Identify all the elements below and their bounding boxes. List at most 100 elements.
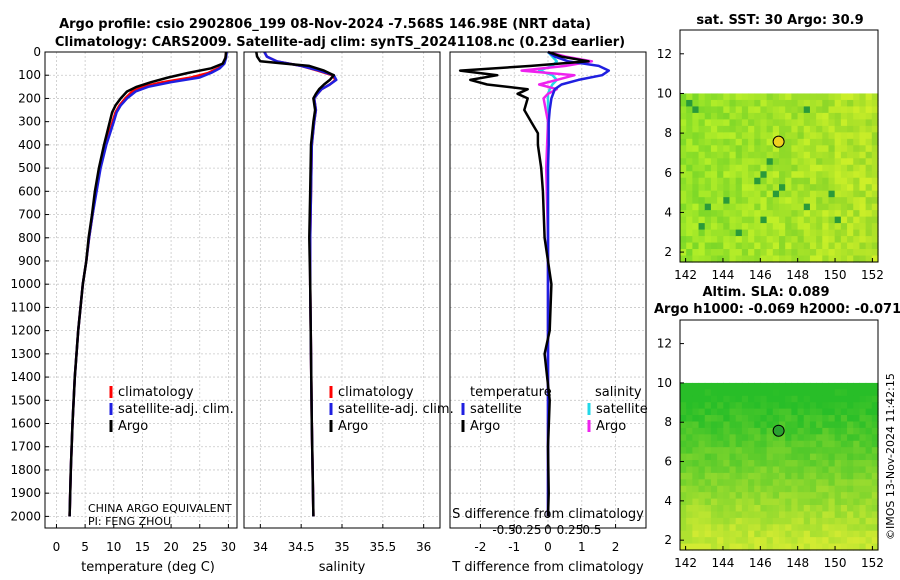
depth-tick-label: 1400	[10, 370, 41, 384]
heatmap-cell	[680, 138, 687, 146]
heatmap-cell	[779, 382, 786, 390]
heatmap-cell	[686, 389, 693, 397]
heatmap-cell	[692, 177, 700, 185]
heatmap-cell	[704, 460, 712, 468]
heatmap-cell	[680, 171, 687, 179]
heatmap-cell	[704, 138, 712, 146]
heatmap-cell	[865, 125, 873, 133]
heatmap-cell	[809, 171, 817, 179]
heatmap-cell	[723, 197, 731, 205]
heatmap-cell	[809, 530, 817, 538]
heatmap-cell	[816, 112, 823, 120]
heatmap-cell	[791, 389, 799, 397]
heatmap-cell	[834, 249, 842, 257]
heatmap-cell	[692, 421, 700, 429]
heatmap-cell	[797, 440, 805, 448]
heatmap-cell	[729, 249, 737, 257]
heatmap-cell	[847, 524, 854, 532]
heatmap-cell	[766, 427, 774, 435]
heatmap-cell	[797, 171, 805, 179]
heatmap-cell	[803, 511, 811, 519]
heatmap-cell	[704, 402, 712, 410]
heatmap-cell	[822, 530, 830, 538]
heatmap-cell	[748, 408, 755, 416]
heatmap-cell	[809, 427, 817, 435]
heatmap-cell	[791, 472, 799, 480]
heatmap-cell	[859, 524, 867, 532]
heatmap-cell	[704, 242, 712, 250]
heatmap-cell	[803, 492, 811, 500]
heatmap-cell	[828, 112, 836, 120]
heatmap-cell	[797, 517, 805, 525]
heatmap-cell	[723, 177, 731, 185]
heatmap-cell	[698, 177, 706, 185]
heatmap-cell	[840, 242, 848, 250]
heatmap-cell	[840, 197, 848, 205]
heatmap-cell	[692, 255, 700, 263]
heatmap-cell	[809, 145, 817, 153]
heatmap-cell	[785, 530, 792, 538]
heatmap-cell	[735, 453, 743, 461]
heatmap-cell	[723, 210, 731, 218]
heatmap-cell	[710, 382, 718, 390]
heatmap-cell	[785, 229, 792, 237]
heatmap-cell	[692, 524, 700, 532]
heatmap-cell	[717, 158, 724, 166]
heatmap-cell	[871, 517, 879, 525]
heatmap-cell	[809, 537, 817, 545]
heatmap-cell	[809, 236, 817, 244]
heatmap-cell	[871, 524, 879, 532]
heatmap-cell	[692, 466, 700, 474]
heatmap-cell	[834, 402, 842, 410]
heatmap-cell	[797, 498, 805, 506]
heatmap-cell	[710, 184, 718, 192]
heatmap-cell	[717, 132, 724, 140]
heatmap-cell	[741, 524, 749, 532]
heatmap-cell	[729, 255, 737, 263]
heatmap-cell	[840, 177, 848, 185]
heatmap-cell	[692, 145, 700, 153]
heatmap-cell	[723, 460, 731, 468]
heatmap-cell	[680, 99, 687, 108]
heatmap-cell	[834, 389, 842, 397]
heatmap-cell	[828, 99, 836, 108]
heatmap-cell	[853, 190, 861, 198]
heatmap-cell	[785, 171, 792, 179]
heatmap-cell	[797, 223, 805, 231]
heatmap-cell	[723, 382, 731, 390]
heatmap-cell	[766, 203, 774, 211]
heatmap-cell	[797, 466, 805, 474]
heatmap-cell	[680, 530, 687, 538]
heatmap-cell	[760, 472, 768, 480]
heatmap-cell	[698, 119, 706, 127]
heatmap-cell	[809, 517, 817, 525]
heatmap-cell	[865, 236, 873, 244]
heatmap-cell	[847, 466, 854, 474]
heatmap-cell	[797, 395, 805, 403]
heatmap-cell	[717, 453, 724, 461]
heatmap-cell	[710, 434, 718, 442]
s-tick-label: -0.25	[511, 523, 542, 537]
heatmap-cell	[816, 184, 823, 192]
heatmap-cell	[760, 460, 768, 468]
heatmap-cell	[828, 427, 836, 435]
heatmap-cell	[686, 453, 693, 461]
heatmap-cell	[760, 255, 768, 263]
heatmap-cell	[754, 492, 762, 500]
heatmap-cell	[803, 255, 811, 263]
heatmap-cell	[760, 453, 768, 461]
heatmap-cell	[816, 505, 823, 513]
heatmap-cell	[735, 255, 743, 263]
heatmap-cell	[779, 203, 786, 211]
heatmap-cell	[816, 119, 823, 127]
heatmap-cell	[760, 223, 768, 231]
heatmap-cell	[853, 543, 861, 551]
heatmap-cell	[692, 210, 700, 218]
heatmap-cell	[741, 229, 749, 237]
heatmap-cell	[840, 421, 848, 429]
heatmap-cell	[686, 440, 693, 448]
heatmap-cell	[834, 505, 842, 513]
heatmap-cell	[797, 93, 805, 101]
depth-tick-label: 0	[33, 45, 41, 59]
heatmap-cell	[865, 210, 873, 218]
